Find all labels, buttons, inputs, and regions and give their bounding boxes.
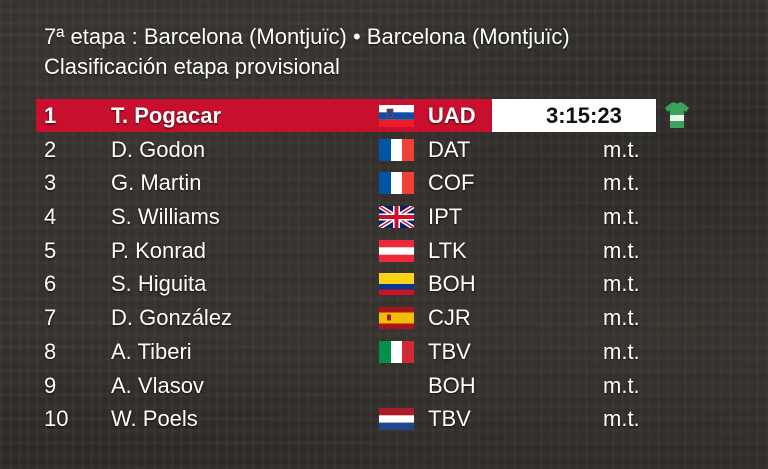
spain-flag [379,307,414,330]
results-header: 7ª etapa : Barcelona (Montjuïc) • Barcel… [44,22,570,82]
finish-time: m.t. [603,305,640,331]
table-row: 5 P. Konrad LTK m.t. [0,234,768,268]
team-code: UAD [428,103,476,128]
team-code: BOH [428,372,476,398]
table-row-leader: 1 T. Pogacar UAD 3:15:23 [0,99,768,133]
table-row: 4 S. Williams IPT m.t. [0,200,768,234]
rider-name: A. Vlasov [111,372,204,398]
rider-name: D. González [111,305,233,331]
finish-time: m.t. [603,136,640,162]
position: 1 [44,103,57,128]
rider-name: W. Poels [111,406,198,432]
table-row: 7 D. González CJR m.t. [0,301,768,335]
team-code: IPT [428,204,463,230]
austria-flag [379,239,414,262]
team-code: DAT [428,136,471,162]
team-code: COF [428,170,475,196]
colombia-flag [379,273,414,296]
finish-time: m.t. [603,406,640,432]
finish-time: m.t. [603,271,640,297]
team-code: TBV [428,338,471,364]
rider-name: P. Konrad [111,237,207,263]
finish-time: m.t. [603,170,640,196]
leader-time-box [492,99,656,132]
position: 9 [44,372,57,398]
table-row: 6 S. Higuita BOH m.t. [0,267,768,301]
team-code: TBV [428,406,471,432]
table-row: 9 A. Vlasov BOH m.t. [0,369,768,403]
position: 4 [44,204,57,230]
finish-time: 3:15:23 [546,103,622,128]
netherlands-flag [379,408,414,431]
results-table: 1 T. Pogacar UAD 3:15:23 2 D. Godon DAT … [0,99,768,436]
position: 2 [44,136,57,162]
table-row: 10 W. Poels TBV m.t. [0,402,768,436]
rider-name: S. Higuita [111,271,207,297]
position: 8 [44,338,57,364]
table-row: 3 G. Martin COF m.t. [0,166,768,200]
rider-name: S. Williams [111,204,220,230]
position: 7 [44,305,57,331]
leader-highlight-bar [36,99,492,132]
team-code: BOH [428,271,476,297]
table-row: 2 D. Godon DAT m.t. [0,133,768,167]
position: 5 [44,237,57,263]
rider-name: D. Godon [111,136,206,162]
france-flag [379,172,414,195]
position: 3 [44,170,57,196]
finish-time: m.t. [603,237,640,263]
table-row: 8 A. Tiberi TBV m.t. [0,335,768,369]
team-code: LTK [428,237,467,263]
rider-name: A. Tiberi [111,338,192,364]
rider-name: G. Martin [111,170,202,196]
rider-name: T. Pogacar [111,103,222,128]
slovenia-flag [379,105,414,127]
france-flag [379,138,414,161]
stage-title: 7ª etapa : Barcelona (Montjuïc) • Barcel… [44,24,570,49]
finish-time: m.t. [603,372,640,398]
finish-time: m.t. [603,204,640,230]
italy-flag [379,340,414,363]
position: 10 [44,406,69,432]
finish-time: m.t. [603,338,640,364]
classification-title: Clasificación etapa provisional [44,54,340,79]
green-leader-jersey-icon [665,102,689,128]
team-code: CJR [428,305,471,331]
position: 6 [44,271,57,297]
uk-flag [379,206,414,229]
